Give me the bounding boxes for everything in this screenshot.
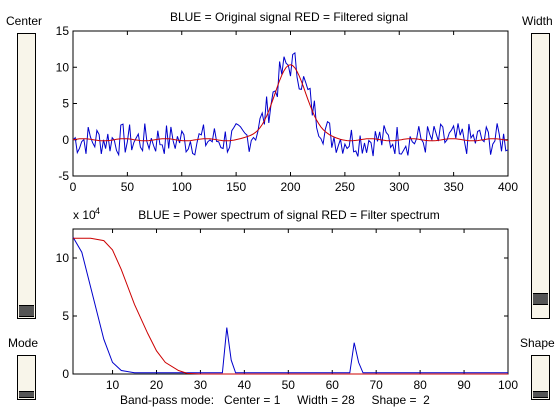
width-slider[interactable] <box>531 33 550 319</box>
bot-xtick-label: 60 <box>326 378 340 392</box>
status-text: Band-pass mode: Center = 1 Width = 28 Sh… <box>120 393 430 407</box>
bottom-chart-title: BLUE = Power spectrum of signal RED = Fi… <box>138 208 439 222</box>
top-chart-title: BLUE = Original signal RED = Filtered si… <box>170 10 408 24</box>
shape-slider[interactable] <box>531 355 550 400</box>
top-chart-frame <box>72 30 509 177</box>
bot-ytick-label: 10 <box>56 251 70 265</box>
top-xtick-label: 200 <box>280 180 300 194</box>
bot-ytick-label: 0 <box>62 367 69 381</box>
bot-xtick-label: 70 <box>370 378 384 392</box>
width-label: Width <box>522 14 553 28</box>
top-xtick-label: 150 <box>226 180 246 194</box>
center-label: Center <box>6 14 43 28</box>
top-blue-series <box>72 51 509 157</box>
shape-slider-thumb[interactable] <box>533 391 548 398</box>
bot-xtick-label: 30 <box>194 378 208 392</box>
top-ytick-label: 15 <box>56 24 70 38</box>
top-chart: BLUE = Original signal RED = Filtered si… <box>56 10 519 194</box>
top-ytick-label: 10 <box>56 60 70 74</box>
top-xtick-label: 300 <box>389 180 409 194</box>
bottom-blue-series <box>72 236 508 374</box>
bot-xtick-label: 10 <box>106 378 120 392</box>
top-red-series <box>72 64 509 142</box>
bot-xtick-label: 90 <box>457 378 471 392</box>
center-slider[interactable] <box>17 33 36 319</box>
top-ytick-label: -5 <box>58 169 69 183</box>
mode-label: Mode <box>8 336 39 350</box>
width-slider-thumb[interactable] <box>533 293 548 305</box>
bottom-chart: x 10 4 BLUE = Power spectrum of signal R… <box>56 206 519 392</box>
bot-xtick-label: 40 <box>238 378 252 392</box>
bottom-red-series <box>73 237 508 375</box>
bottom-chart-frame <box>72 228 509 375</box>
top-ytick-label: 5 <box>62 97 69 111</box>
top-ytick-label: 0 <box>62 133 69 147</box>
shape-label: Shape <box>520 336 555 350</box>
top-xtick-label: 50 <box>121 180 135 194</box>
mode-slider-thumb[interactable] <box>19 391 34 398</box>
bot-xtick-label: 20 <box>150 378 164 392</box>
bottom-scale-exponent: 4 <box>95 206 100 216</box>
bot-ytick-label: 5 <box>62 309 69 323</box>
bottom-scale-label: x 10 <box>73 208 96 222</box>
bot-xtick-label: 80 <box>413 378 427 392</box>
top-xtick-label: 250 <box>335 180 355 194</box>
bot-xtick-label: 100 <box>498 378 518 392</box>
top-xtick-label: 100 <box>172 180 192 194</box>
top-xtick-label: 400 <box>498 180 518 194</box>
center-slider-thumb[interactable] <box>19 305 34 317</box>
bot-xtick-label: 50 <box>282 378 296 392</box>
top-xtick-label: 0 <box>70 180 77 194</box>
mode-slider[interactable] <box>17 355 36 400</box>
top-xtick-label: 350 <box>444 180 464 194</box>
